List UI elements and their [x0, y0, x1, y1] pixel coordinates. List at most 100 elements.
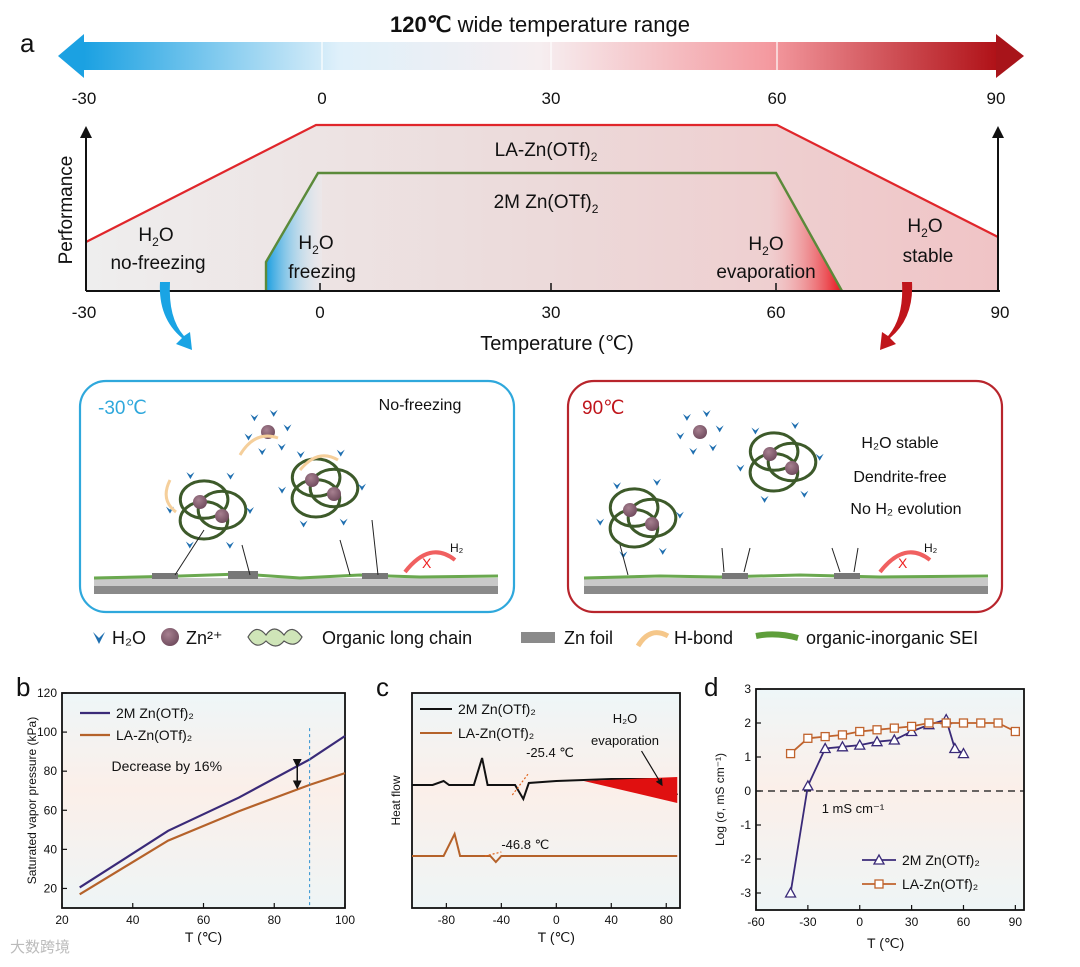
organic-chain-shape — [766, 441, 818, 483]
deposition-arrow — [721, 547, 725, 573]
x-mark: X — [422, 555, 432, 571]
hot-schematic-box — [566, 379, 1004, 614]
annotation: H₂O — [613, 711, 638, 726]
plot-background — [412, 693, 680, 908]
y-tick-label: -2 — [740, 852, 751, 866]
performance-axis-label: Performance — [56, 156, 77, 265]
water-molecule — [715, 425, 724, 433]
legend-foil: Zn foil — [564, 628, 613, 648]
no-freezing-note: No-freezing — [379, 397, 462, 414]
h-bond-icon — [635, 630, 670, 648]
x-tick-label: 80 — [660, 913, 674, 927]
zn-ion — [215, 509, 229, 523]
series-line — [412, 831, 678, 864]
data-point — [837, 730, 848, 740]
organic-chain-icon — [247, 628, 303, 647]
x-tick-label: 40 — [605, 913, 619, 927]
chart-c: -80 -40 0 40 80 -25.4 ℃ -46.8 ℃ H₂O evaporation 2… — [389, 692, 681, 945]
temperature-range-title: 120℃ wide temperature range — [390, 12, 690, 37]
data-point — [1010, 726, 1021, 737]
bar-tick-label: 30 — [542, 89, 561, 108]
legend-label: 2M Zn(OTf)₂ — [116, 705, 194, 721]
water-molecule — [658, 547, 667, 555]
water-molecule — [702, 410, 711, 418]
water-molecule — [339, 518, 348, 526]
data-point — [872, 725, 882, 735]
y-tick-label: 0 — [744, 784, 751, 798]
water-molecule — [619, 551, 628, 559]
water-molecule — [689, 447, 698, 455]
data-point — [784, 886, 797, 898]
y-tick-label: 80 — [44, 764, 58, 778]
temperature-axis-label: Temperature (℃) — [480, 333, 634, 355]
deposition-arrow — [339, 539, 351, 576]
legend-sei: organic-inorganic SEI — [806, 628, 978, 648]
data-point — [906, 721, 917, 732]
water-molecule — [186, 472, 195, 480]
water-molecule — [258, 448, 267, 456]
water-molecule — [596, 518, 605, 526]
hot-note: Dendrite-free — [853, 469, 946, 486]
deposition-arrow — [619, 544, 629, 576]
zn-ion — [327, 487, 341, 501]
x-tick-label: -60 — [747, 915, 765, 929]
axis-tick-label: 0 — [315, 303, 324, 322]
water-molecule — [800, 490, 809, 498]
x-tick-label: 40 — [126, 913, 140, 927]
annotation: Decrease by 16% — [112, 758, 223, 774]
la-performance-line — [85, 123, 999, 243]
water-molecule — [225, 541, 234, 549]
h2-label: H₂ — [924, 541, 938, 555]
title-bold: 120℃ — [390, 12, 451, 37]
bar-tick-label: -30 — [72, 89, 97, 108]
deposition-arrow — [174, 529, 205, 576]
y-axis-label: Log (σ, mS cm⁻¹) — [713, 753, 727, 846]
temperature-gradient-bar — [58, 34, 1024, 78]
x-tick-label: 60 — [957, 915, 971, 929]
performance-diagram — [80, 123, 1004, 292]
axis-tick-label: -30 — [72, 303, 97, 322]
water-molecule — [244, 433, 253, 441]
y-tick-label: 120 — [37, 686, 57, 700]
zn-ion — [623, 503, 637, 517]
series-line — [79, 772, 346, 896]
data-point — [819, 742, 832, 754]
data-point — [785, 748, 796, 759]
data-point — [801, 779, 814, 791]
x-tick-label: 90 — [1009, 915, 1023, 929]
hot-temp-label: 90℃ — [582, 398, 624, 419]
organic-chain-shape — [178, 479, 230, 520]
water-molecule — [791, 421, 800, 429]
x-tick-label: 80 — [268, 913, 282, 927]
freezing-label: freezing — [288, 262, 356, 283]
water-molecule — [336, 449, 345, 457]
arrow-left-icon — [58, 34, 84, 78]
water-molecule — [226, 472, 235, 480]
2m-performance-line — [264, 171, 844, 292]
deposition-arrow — [371, 519, 379, 576]
water-molecule — [675, 511, 684, 519]
x-tick-label: 0 — [856, 915, 863, 929]
curved-arrow-icon — [880, 282, 913, 350]
plot-frame — [411, 692, 681, 909]
x-tick-label: -30 — [799, 915, 817, 929]
legend-hbond: H-bond — [674, 628, 733, 648]
bar-tick-label: 60 — [768, 89, 787, 108]
data-point — [993, 718, 1003, 728]
zn-ion — [193, 495, 207, 509]
legend-chain: Organic long chain — [322, 628, 472, 648]
y-tick-label: -1 — [740, 818, 751, 832]
series-line — [412, 757, 679, 802]
molecular-clusters — [164, 409, 859, 576]
x-tick-label: 20 — [55, 913, 69, 927]
zn-ion — [305, 473, 319, 487]
la-zn-label: LA-Zn(OTf)2 — [495, 140, 598, 164]
zn-ion — [763, 447, 777, 461]
sei-icon — [755, 631, 799, 641]
data-point — [924, 718, 934, 728]
x-tick-label: 60 — [197, 913, 211, 927]
series-line — [79, 735, 346, 889]
x-axis-label: T (℃) — [538, 929, 575, 945]
h2-arrow-icon — [878, 550, 932, 574]
legend-label: LA-Zn(OTf)₂ — [458, 725, 534, 741]
